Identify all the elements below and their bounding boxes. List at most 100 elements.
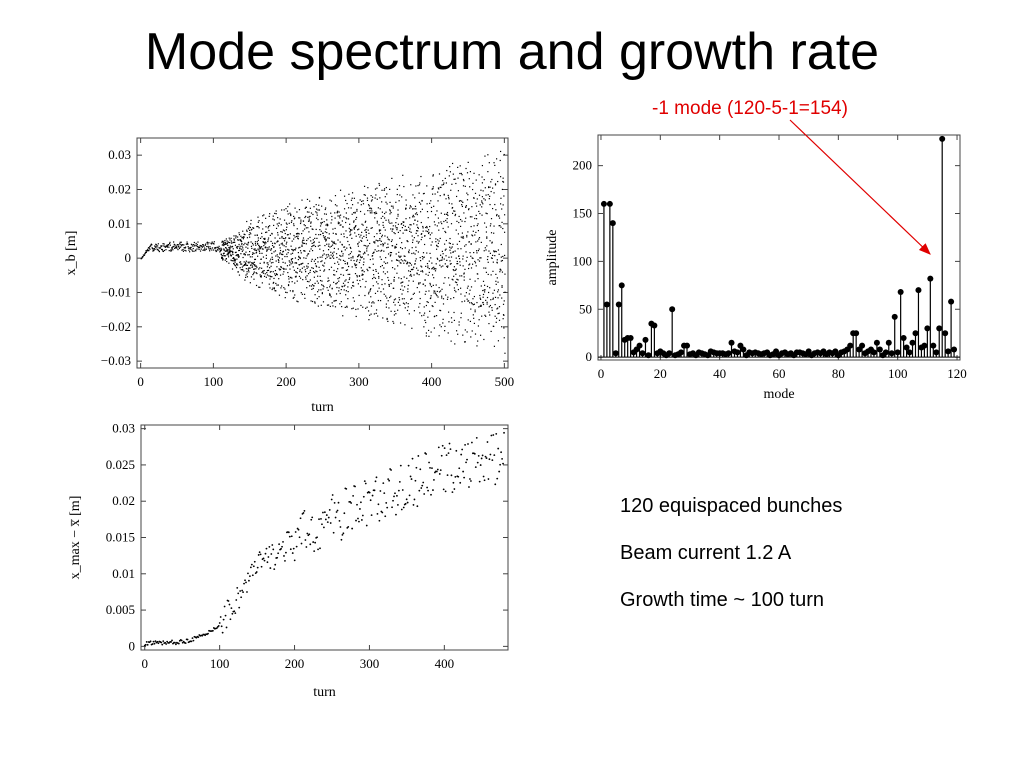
data-point — [446, 474, 449, 477]
spectrum-point — [897, 289, 904, 296]
data-point — [293, 249, 295, 251]
data-point — [374, 249, 376, 251]
data-point — [437, 187, 440, 189]
data-point — [356, 274, 358, 277]
data-point — [451, 321, 453, 323]
data-point — [503, 231, 506, 233]
data-point — [413, 237, 415, 239]
data-point — [496, 262, 498, 264]
data-point — [477, 249, 480, 252]
data-point — [197, 247, 199, 249]
data-point — [164, 245, 166, 247]
data-point — [262, 272, 265, 274]
data-point — [429, 310, 431, 312]
data-point — [379, 232, 381, 234]
data-point — [406, 229, 408, 231]
data-point — [320, 260, 322, 263]
data-point — [417, 230, 419, 232]
data-point — [389, 210, 391, 212]
data-point — [298, 275, 301, 278]
data-point — [266, 250, 268, 252]
data-point — [265, 276, 267, 278]
data-point — [262, 241, 265, 244]
data-point — [215, 249, 217, 251]
data-point — [501, 326, 503, 328]
data-point — [278, 222, 280, 224]
data-point — [343, 216, 345, 218]
data-point — [485, 267, 487, 269]
data-point — [259, 247, 262, 249]
data-point — [483, 338, 485, 341]
data-point — [379, 197, 381, 199]
data-point — [319, 275, 321, 277]
data-point — [425, 332, 427, 334]
data-point — [179, 246, 182, 248]
data-point — [327, 277, 329, 279]
data-point — [337, 261, 339, 263]
data-point — [367, 310, 370, 312]
data-point — [462, 255, 464, 257]
data-point — [419, 468, 422, 471]
data-point — [502, 181, 505, 183]
data-point — [363, 213, 366, 215]
data-point — [365, 245, 367, 247]
data-point — [376, 513, 379, 515]
data-point — [450, 247, 452, 249]
data-point — [482, 303, 485, 306]
data-point — [351, 527, 354, 530]
data-point — [298, 256, 300, 258]
data-point — [271, 252, 273, 255]
data-point — [340, 289, 342, 291]
data-point — [415, 230, 418, 232]
data-point — [366, 250, 368, 252]
data-point — [170, 641, 172, 643]
data-point — [175, 247, 177, 249]
data-point — [277, 256, 279, 258]
data-point — [394, 247, 396, 249]
data-point — [225, 242, 227, 244]
data-point — [428, 461, 430, 464]
data-point — [277, 234, 279, 236]
data-point — [498, 225, 500, 227]
data-point — [240, 596, 243, 599]
y-tick-label: −0.02 — [101, 319, 131, 334]
data-point — [294, 262, 296, 264]
data-point — [363, 480, 366, 483]
data-point — [185, 250, 187, 252]
x-tick-label: 0 — [137, 374, 144, 389]
data-point — [278, 261, 280, 263]
data-point — [468, 486, 470, 488]
data-point — [479, 257, 481, 259]
data-point — [247, 261, 249, 263]
data-point — [363, 251, 366, 253]
data-point — [341, 286, 343, 288]
scatter-points — [143, 431, 505, 647]
data-point — [257, 221, 259, 223]
data-point — [385, 201, 387, 203]
data-point — [366, 268, 368, 270]
data-point — [369, 210, 371, 212]
data-point — [441, 295, 443, 297]
mode-annotation: -1 mode (120-5-1=154) — [652, 98, 848, 119]
y-tick-label: −0.03 — [101, 353, 131, 368]
data-point — [218, 622, 221, 624]
data-point — [486, 213, 488, 215]
data-point — [241, 250, 243, 252]
data-point — [250, 276, 253, 278]
data-point — [414, 219, 416, 221]
data-point — [361, 270, 363, 272]
x-tick-label: 300 — [360, 656, 380, 671]
x-tick-label: 20 — [654, 366, 667, 381]
data-point — [338, 287, 340, 289]
data-point — [253, 278, 255, 280]
data-point — [451, 203, 453, 205]
data-point — [292, 250, 294, 252]
data-point — [230, 254, 232, 256]
data-point — [323, 269, 326, 271]
data-point — [443, 220, 445, 223]
data-point — [156, 640, 159, 643]
data-point — [447, 452, 450, 455]
data-point — [353, 228, 355, 230]
data-point — [451, 212, 454, 214]
data-point — [288, 222, 290, 224]
